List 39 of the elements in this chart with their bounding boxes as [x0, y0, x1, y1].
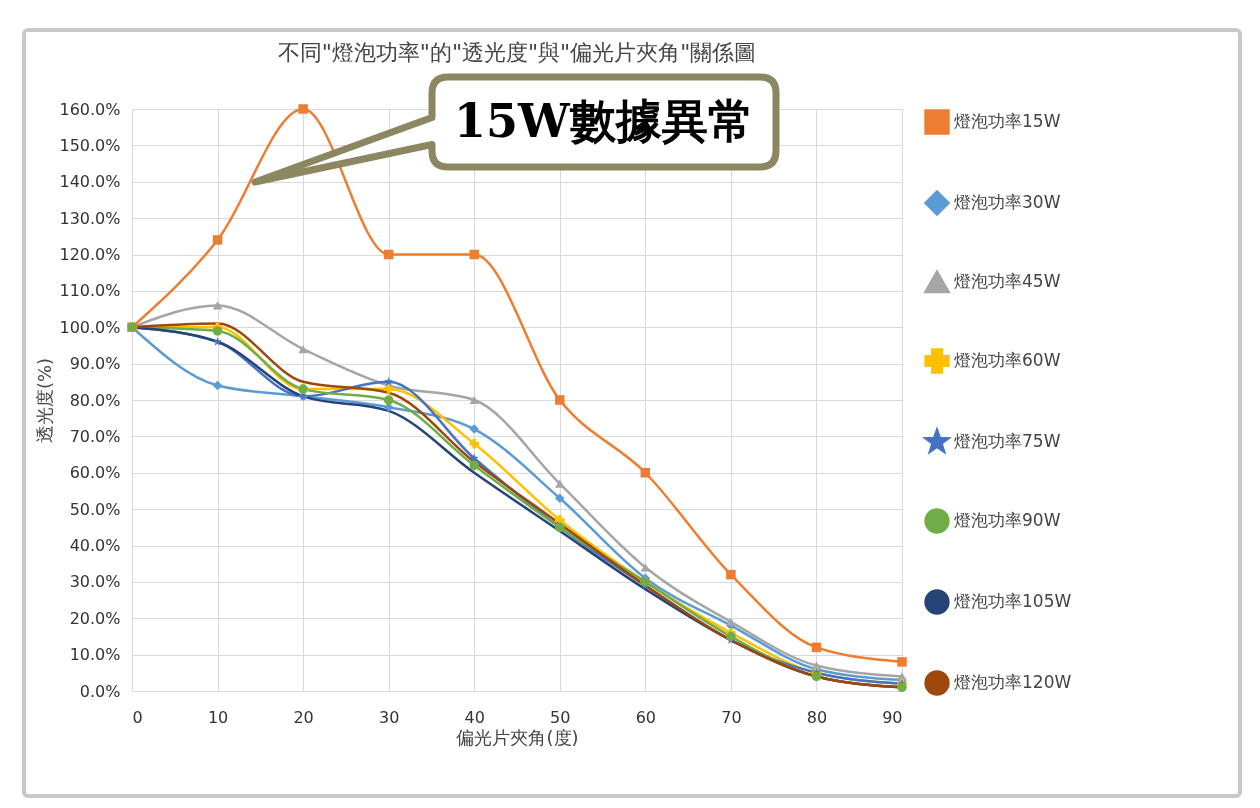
- y-tick-label: 20.0%: [69, 608, 121, 628]
- y-tick-label: 160.0%: [59, 99, 121, 119]
- x-tick-label: 80: [806, 707, 828, 727]
- y-tick-label: 70.0%: [69, 426, 121, 446]
- legend-label: 燈泡功率75W: [954, 431, 1061, 451]
- legend-label: 燈泡功率45W: [954, 271, 1061, 291]
- x-tick-label: 70: [721, 707, 742, 727]
- y-tick-label: 150.0%: [59, 135, 121, 155]
- y-tick-label: 100.0%: [59, 317, 121, 337]
- y-tick-label: 60.0%: [69, 463, 121, 483]
- y-axis-title: 透光度(%): [34, 357, 56, 444]
- y-tick-label: 120.0%: [59, 245, 121, 264]
- y-tick-label: 110.0%: [59, 281, 121, 301]
- x-tick-label: 30: [378, 707, 400, 727]
- x-tick-label: 10: [207, 707, 229, 727]
- chart-title: 不同"燈泡功率"的"透光度"與"偏光片夾角"關係圖: [277, 40, 757, 65]
- legend-label: 燈泡功率30W: [954, 192, 1061, 212]
- x-tick-label: 20: [293, 707, 314, 727]
- y-tick-label: 30.0%: [69, 572, 121, 592]
- y-tick-label: 90.0%: [69, 354, 121, 374]
- y-tick-label: 140.0%: [59, 172, 121, 192]
- x-axis-title: 偏光片夾角(度): [456, 726, 579, 748]
- x-tick-label: 50: [550, 707, 571, 727]
- y-tick-label: 80.0%: [69, 390, 121, 410]
- x-tick-label: 40: [464, 707, 485, 727]
- x-tick-label: 90: [882, 707, 903, 727]
- y-tick-label: 130.0%: [59, 208, 121, 228]
- legend-label: 燈泡功率105W: [954, 591, 1072, 611]
- y-tick-label: 40.0%: [69, 536, 121, 555]
- x-tick-label: 0: [132, 707, 143, 727]
- legend-label: 燈泡功率90W: [954, 510, 1061, 530]
- x-tick-label: 60: [635, 707, 657, 727]
- legend-label: 燈泡功率60W: [954, 350, 1061, 370]
- y-tick-label: 10.0%: [69, 645, 121, 665]
- y-tick-label: 0.0%: [79, 681, 121, 701]
- legend-label: 燈泡功率15W: [954, 111, 1061, 131]
- annotation: 15W數據異常: [454, 93, 754, 150]
- y-tick-label: 50.0%: [69, 499, 121, 519]
- legend-label: 燈泡功率120W: [954, 672, 1072, 692]
